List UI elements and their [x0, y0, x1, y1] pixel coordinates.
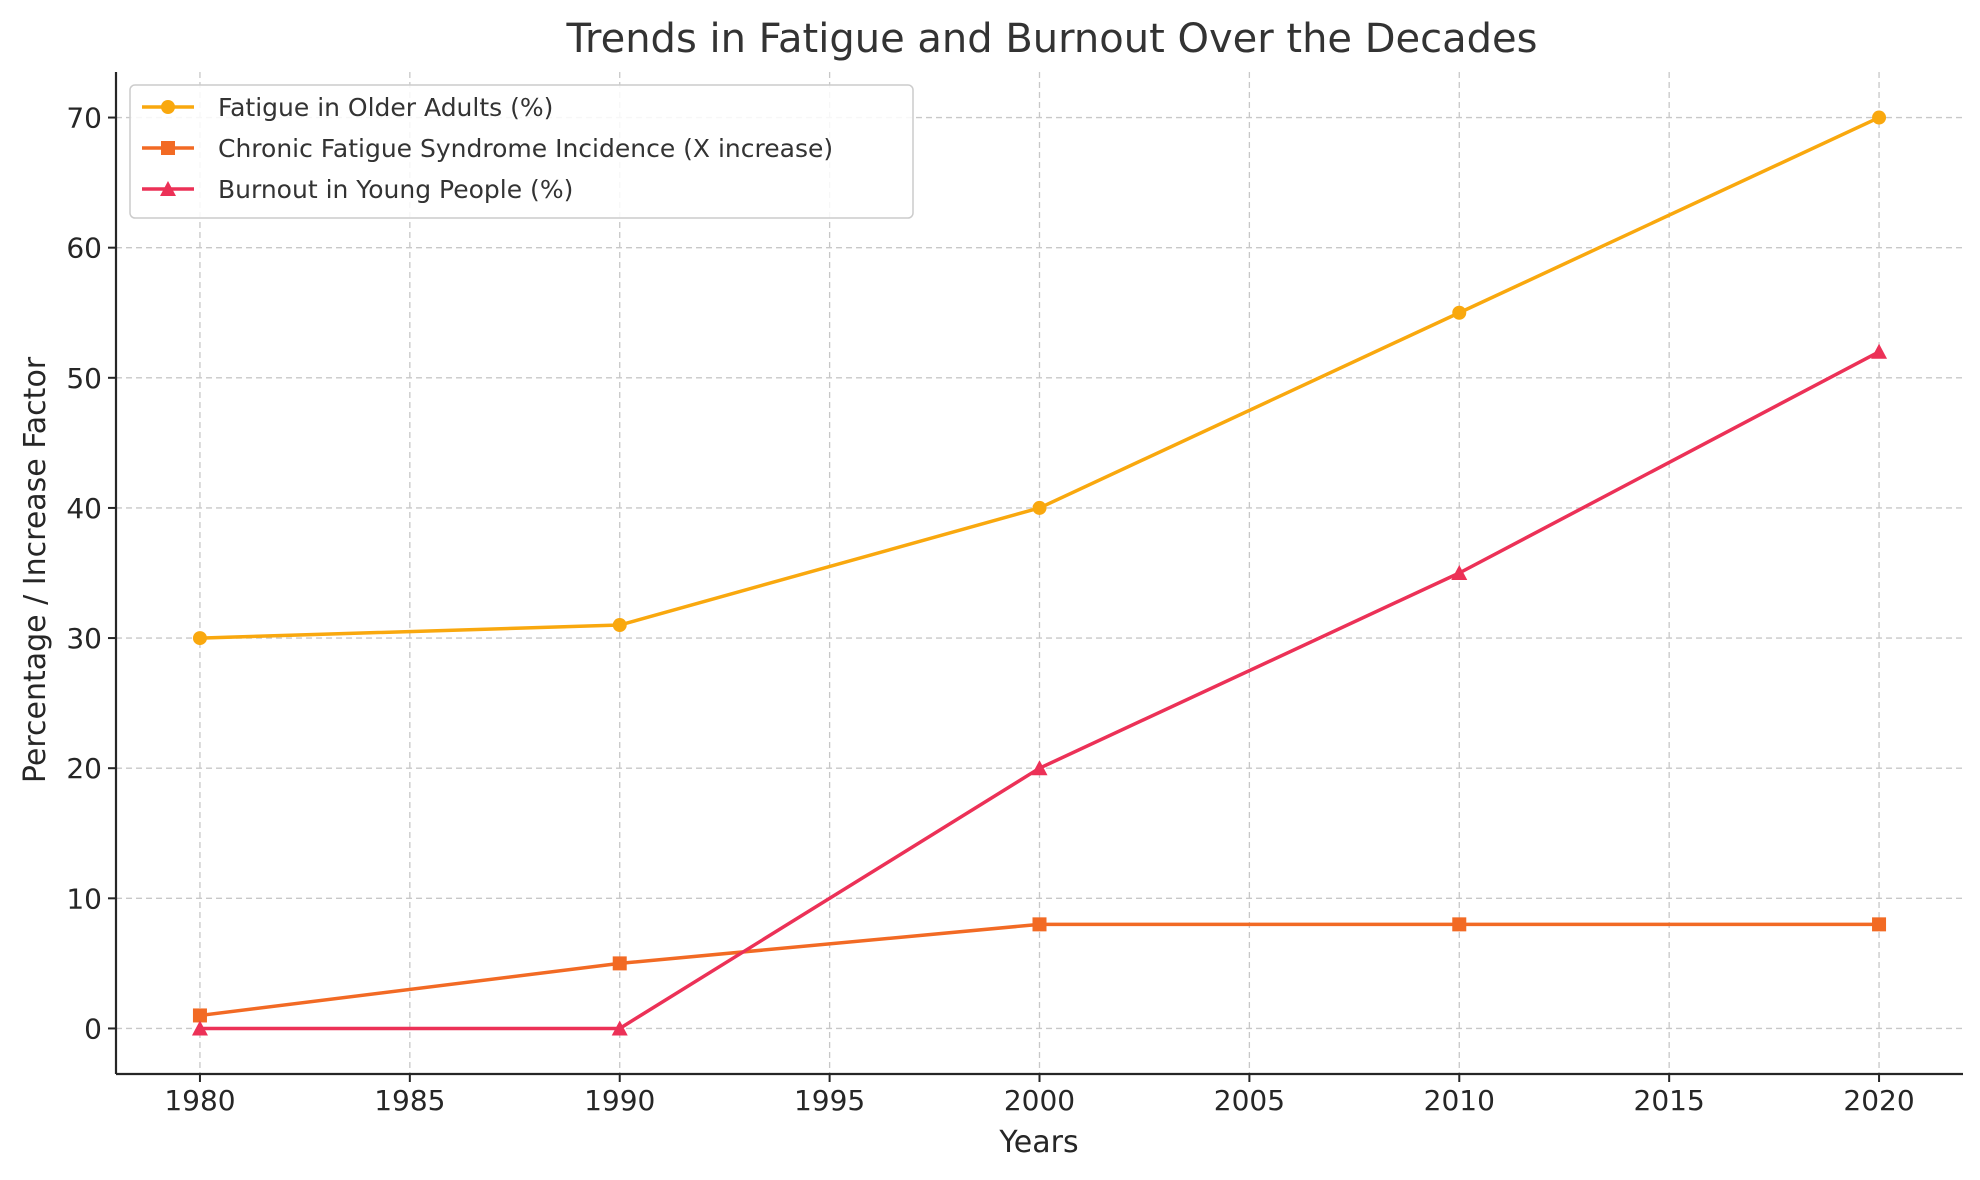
y-tick-label: 50 — [66, 362, 102, 395]
legend-item-2: Chronic Fatigue Syndrome Incidence (X in… — [142, 134, 833, 163]
y-tick-label: 60 — [66, 232, 102, 265]
x-tick-label: 2005 — [1214, 1084, 1285, 1117]
series-2 — [192, 917, 1887, 1023]
legend-box — [129, 84, 914, 219]
series-layer — [191, 110, 1888, 1036]
y-axis-label: Percentage / Increase Factor — [18, 356, 53, 783]
data-point — [1872, 917, 1887, 932]
x-tick-label: 1990 — [584, 1084, 655, 1117]
x-tick-label: 2010 — [1424, 1084, 1495, 1117]
ticks: 1980 1985 1990 1995 2000 2005 2010 2015 2020 0 10 2… — [66, 102, 1914, 1117]
data-point — [1871, 343, 1888, 359]
x-axis-label: Years — [998, 1125, 1078, 1160]
y-tick-label: 40 — [66, 492, 102, 525]
data-point — [612, 956, 627, 971]
series-line — [199, 922, 1880, 1018]
data-point — [192, 1008, 207, 1023]
chart-title: Trends in Fatigue and Burnout Over the D… — [565, 16, 1537, 62]
data-point — [191, 1020, 208, 1036]
legend: Fatigue in Older Adults (%) Chronic Fatig… — [129, 84, 914, 219]
data-point — [192, 631, 207, 646]
series-3 — [191, 343, 1888, 1036]
y-tick-label: 20 — [66, 752, 102, 785]
legend-swatch-marker — [161, 100, 175, 114]
data-point — [1452, 305, 1467, 320]
x-tick-label: 1980 — [164, 1084, 235, 1117]
x-tick-label: 1985 — [374, 1084, 445, 1117]
data-point — [1032, 500, 1047, 515]
x-tick-label: 1995 — [794, 1084, 865, 1117]
legend-label: Burnout in Young People (%) — [218, 175, 573, 204]
data-point — [1872, 110, 1887, 125]
data-point — [1451, 565, 1468, 580]
legend-label: Fatigue in Older Adults (%) — [218, 93, 553, 122]
legend-swatch-marker — [160, 181, 176, 196]
x-tick-label: 2015 — [1634, 1084, 1705, 1117]
y-tick-label: 70 — [66, 102, 102, 135]
legend-item-3: Burnout in Young People (%) — [142, 175, 573, 204]
y-tick-label: 30 — [66, 622, 102, 655]
data-point — [1452, 917, 1467, 932]
x-tick-label: 2000 — [1004, 1084, 1075, 1117]
data-point — [612, 618, 627, 633]
x-tick-label: 2020 — [1843, 1084, 1914, 1117]
data-point — [1031, 760, 1048, 776]
legend-swatch-marker — [161, 141, 175, 155]
data-point — [611, 1020, 628, 1036]
series-1 — [192, 110, 1887, 646]
legend-item-1: Fatigue in Older Adults (%) — [142, 93, 553, 122]
legend-label: Chronic Fatigue Syndrome Incidence (X in… — [218, 134, 833, 163]
data-point — [1032, 917, 1047, 932]
y-tick-label: 10 — [66, 882, 102, 915]
y-tick-label: 0 — [84, 1012, 102, 1045]
grid — [116, 72, 1963, 1074]
